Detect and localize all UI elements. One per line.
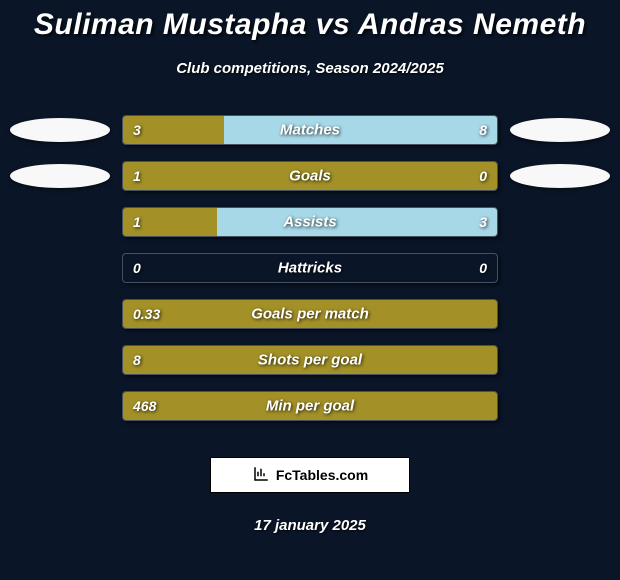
stat-bar: 13Assists (122, 207, 498, 237)
stat-bar: 0.33Goals per match (122, 299, 498, 329)
stat-label: Assists (123, 214, 497, 231)
stat-bar: 468Min per goal (122, 391, 498, 421)
player-badge-right (510, 164, 610, 188)
stat-row: 0.33Goals per match (10, 291, 610, 337)
stat-label: Min per goal (123, 398, 497, 415)
chart-icon (252, 465, 270, 486)
date-text: 17 january 2025 (0, 517, 620, 534)
player-badge-left (10, 118, 110, 142)
player-badge-right (510, 118, 610, 142)
stat-bar: 8Shots per goal (122, 345, 498, 375)
footer-brand-text: FcTables.com (276, 467, 368, 483)
stat-row: 13Assists (10, 199, 610, 245)
fctables-link[interactable]: FcTables.com (210, 457, 410, 493)
stat-row: 8Shots per goal (10, 337, 610, 383)
page-title: Suliman Mustapha vs Andras Nemeth (0, 0, 620, 42)
stat-row: 468Min per goal (10, 383, 610, 429)
stat-row: 10Goals (10, 153, 610, 199)
player-badge-left (10, 164, 110, 188)
subtitle: Club competitions, Season 2024/2025 (0, 60, 620, 77)
stat-row: 00Hattricks (10, 245, 610, 291)
stat-bar: 00Hattricks (122, 253, 498, 283)
stat-label: Hattricks (123, 260, 497, 277)
stat-label: Matches (123, 122, 497, 139)
stat-row: 38Matches (10, 107, 610, 153)
stat-label: Shots per goal (123, 352, 497, 369)
stat-label: Goals (123, 168, 497, 185)
stat-bar: 38Matches (122, 115, 498, 145)
stat-label: Goals per match (123, 306, 497, 323)
comparison-chart: 38Matches 10Goals 13Assists 00Hattricks 0.33… (0, 107, 620, 429)
stat-bar: 10Goals (122, 161, 498, 191)
